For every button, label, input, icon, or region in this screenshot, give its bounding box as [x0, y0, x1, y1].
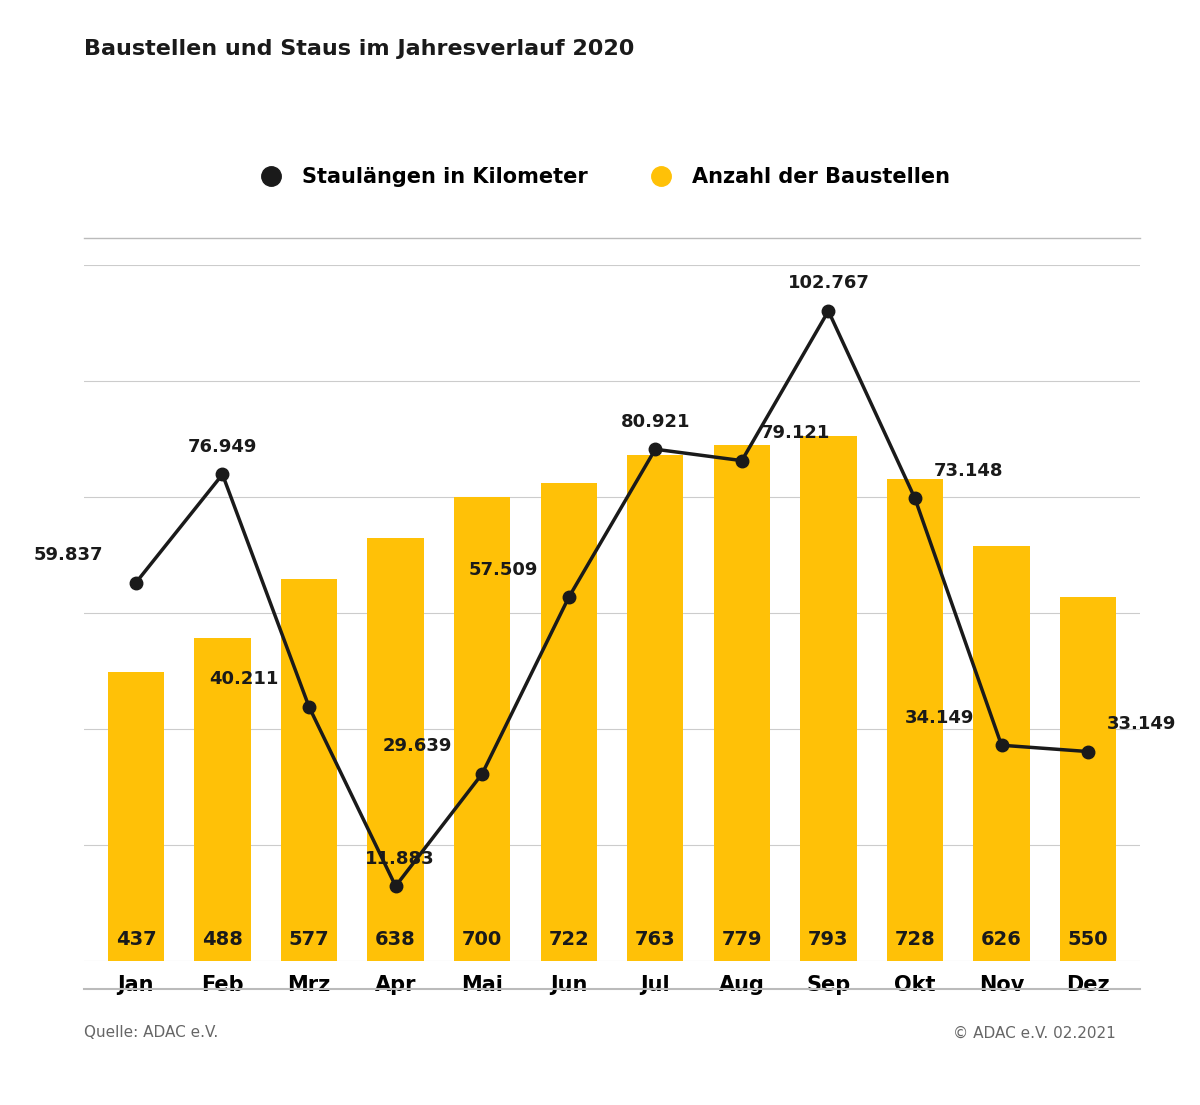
Bar: [540, 483, 596, 961]
Text: © ADAC e.V. 02.2021: © ADAC e.V. 02.2021: [953, 1025, 1116, 1041]
Legend: Staulängen in Kilometer, Anzahl der Baustellen: Staulängen in Kilometer, Anzahl der Baus…: [241, 158, 959, 196]
Text: 33.149: 33.149: [1108, 715, 1176, 733]
Text: 76.949: 76.949: [188, 438, 257, 455]
Bar: [973, 546, 1030, 961]
Bar: [800, 435, 857, 961]
Text: 59.837: 59.837: [34, 546, 103, 564]
Text: 11.883: 11.883: [365, 850, 434, 867]
Text: 793: 793: [808, 930, 848, 949]
Text: 700: 700: [462, 930, 503, 949]
Bar: [281, 579, 337, 961]
Text: 577: 577: [289, 930, 329, 949]
Bar: [108, 672, 164, 961]
Text: 638: 638: [376, 930, 416, 949]
Text: 73.148: 73.148: [934, 462, 1003, 480]
Bar: [714, 445, 770, 961]
Bar: [194, 638, 251, 961]
Text: 80.921: 80.921: [620, 412, 690, 431]
Text: 728: 728: [894, 930, 935, 949]
Text: 626: 626: [982, 930, 1022, 949]
Text: 40.211: 40.211: [209, 671, 278, 688]
Text: 779: 779: [721, 930, 762, 949]
Text: 34.149: 34.149: [905, 708, 974, 727]
Text: 79.121: 79.121: [761, 424, 830, 442]
Text: 722: 722: [548, 930, 589, 949]
Bar: [1060, 597, 1116, 961]
Text: 102.767: 102.767: [787, 274, 869, 293]
Bar: [628, 455, 684, 961]
Text: Baustellen und Staus im Jahresverlauf 2020: Baustellen und Staus im Jahresverlauf 20…: [84, 39, 635, 59]
Bar: [887, 478, 943, 961]
Text: 29.639: 29.639: [383, 737, 452, 755]
Bar: [367, 538, 424, 961]
Bar: [454, 497, 510, 961]
Text: 488: 488: [202, 930, 242, 949]
Text: 763: 763: [635, 930, 676, 949]
Text: 437: 437: [115, 930, 156, 949]
Text: Quelle: ADAC e.V.: Quelle: ADAC e.V.: [84, 1025, 218, 1041]
Text: 550: 550: [1068, 930, 1109, 949]
Text: 57.509: 57.509: [469, 561, 539, 579]
